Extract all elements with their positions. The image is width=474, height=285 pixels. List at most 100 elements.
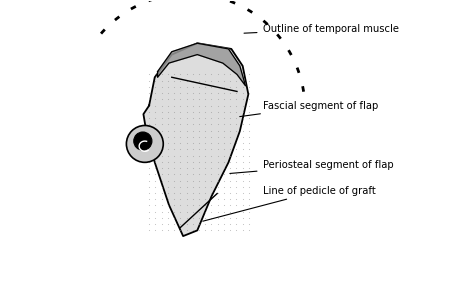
Point (239, 103, 246, 108)
Point (158, 122, 165, 127)
Point (182, 91, 190, 95)
Point (182, 216, 190, 220)
Point (214, 103, 221, 108)
Point (152, 135, 159, 139)
Point (164, 166, 172, 170)
Point (182, 110, 190, 114)
Point (152, 116, 159, 120)
Point (214, 228, 221, 233)
Point (182, 97, 190, 102)
Point (239, 228, 246, 233)
Point (146, 166, 153, 170)
Point (164, 135, 172, 139)
Point (233, 116, 240, 120)
Point (220, 172, 228, 176)
Point (170, 110, 178, 114)
Point (245, 184, 253, 189)
Point (189, 97, 197, 102)
Point (176, 97, 184, 102)
Point (189, 178, 197, 183)
Point (220, 222, 228, 227)
Point (220, 85, 228, 89)
Point (208, 91, 215, 95)
Point (189, 128, 197, 133)
Point (146, 141, 153, 145)
Point (146, 78, 153, 83)
Point (245, 135, 253, 139)
Point (182, 85, 190, 89)
Point (158, 228, 165, 233)
Point (152, 103, 159, 108)
Point (176, 153, 184, 158)
Point (189, 78, 197, 83)
Point (152, 78, 159, 83)
Point (170, 128, 178, 133)
Point (214, 209, 221, 214)
Point (227, 110, 234, 114)
Point (152, 91, 159, 95)
Point (164, 116, 172, 120)
Point (152, 172, 159, 176)
Point (245, 216, 253, 220)
Point (195, 178, 203, 183)
Point (152, 147, 159, 152)
Point (189, 184, 197, 189)
Point (189, 153, 197, 158)
Point (146, 222, 153, 227)
Point (220, 166, 228, 170)
Point (214, 141, 221, 145)
Point (233, 78, 240, 83)
Point (220, 103, 228, 108)
Point (158, 91, 165, 95)
Point (176, 147, 184, 152)
Point (201, 147, 209, 152)
Point (195, 103, 203, 108)
Point (158, 203, 165, 208)
Point (245, 203, 253, 208)
Point (152, 166, 159, 170)
Point (208, 147, 215, 152)
Point (201, 178, 209, 183)
Point (239, 216, 246, 220)
Point (146, 178, 153, 183)
Point (220, 203, 228, 208)
Point (233, 216, 240, 220)
Point (146, 216, 153, 220)
Point (227, 116, 234, 120)
Point (239, 147, 246, 152)
Point (176, 72, 184, 77)
Point (233, 166, 240, 170)
Point (201, 166, 209, 170)
Point (164, 216, 172, 220)
Point (176, 103, 184, 108)
Point (164, 128, 172, 133)
Point (208, 72, 215, 77)
Point (239, 166, 246, 170)
Point (176, 228, 184, 233)
Point (170, 222, 178, 227)
Point (220, 116, 228, 120)
Point (146, 110, 153, 114)
Point (170, 172, 178, 176)
Point (214, 191, 221, 195)
Polygon shape (157, 43, 246, 86)
Point (245, 91, 253, 95)
Point (195, 116, 203, 120)
Point (182, 178, 190, 183)
Point (182, 153, 190, 158)
Point (233, 97, 240, 102)
Point (245, 153, 253, 158)
Point (158, 141, 165, 145)
Point (233, 228, 240, 233)
Point (170, 141, 178, 145)
Point (214, 203, 221, 208)
Point (214, 135, 221, 139)
Point (201, 191, 209, 195)
Point (164, 222, 172, 227)
Point (182, 141, 190, 145)
Point (176, 197, 184, 201)
Point (164, 85, 172, 89)
Point (233, 178, 240, 183)
Point (239, 128, 246, 133)
Point (170, 203, 178, 208)
